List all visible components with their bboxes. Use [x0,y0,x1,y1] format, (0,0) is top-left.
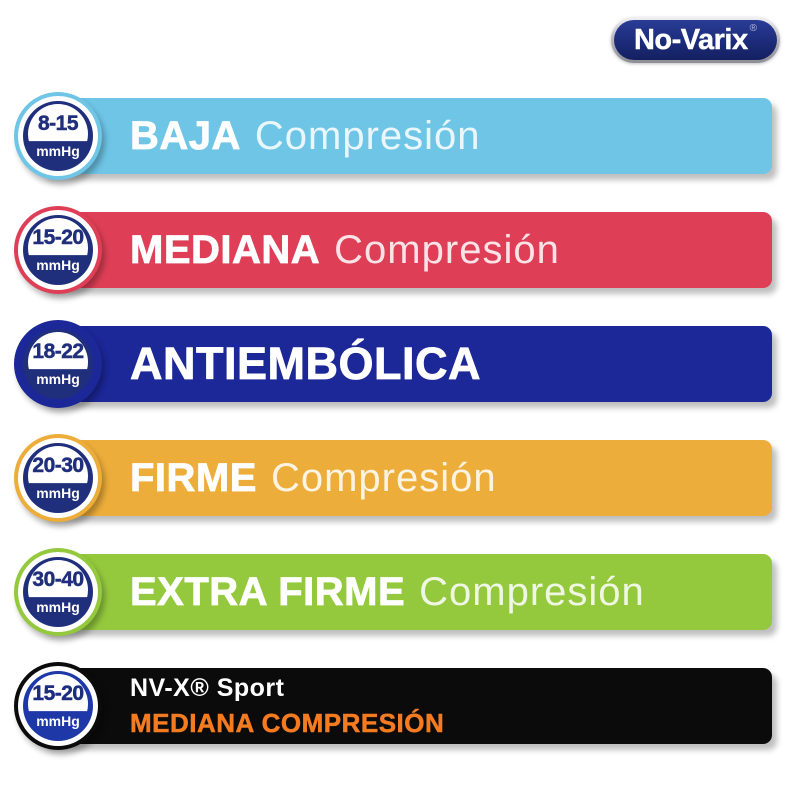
pressure-badge: 30-40 mmHg [14,548,102,636]
level-suffix: Compresión [419,569,645,614]
product-name: NV-X® Sport [130,673,285,702]
row-firme: FIRME Compresión 20-30 mmHg [0,434,772,522]
band-extra-firme: EXTRA FIRME Compresión [40,554,772,630]
row-nvx-sport: NV-X® Sport MEDIANA COMPRESIÓN 15-20 mmH… [0,662,772,750]
pressure-badge: 15-20 mmHg [14,206,102,294]
row-mediana: MEDIANA Compresión 15-20 mmHg [0,206,772,294]
pressure-unit: mmHg [36,143,80,159]
logo-text: No-Varix [633,23,749,56]
pressure-badge: 20-30 mmHg [14,434,102,522]
pressure-range: 8-15 [37,111,79,135]
band-firme: FIRME Compresión [40,440,772,516]
logo-pill: No-Varix ® [613,20,777,60]
pressure-badge: 15-20 mmHg [14,662,102,750]
band-antiembolica: ANTIEMBÓLICA [40,326,772,402]
row-antiembolica: ANTIEMBÓLICA 18-22 mmHg [0,320,772,408]
level-suffix: Compresión [270,455,497,500]
pressure-range: 20-30 [32,453,84,477]
level-suffix: Compresión [254,113,481,158]
pressure-unit: mmHg [36,599,80,615]
registered-mark: ® [749,23,757,34]
level-name: ANTIEMBÓLICA [130,338,481,390]
band-baja: BAJA Compresión [40,98,772,174]
pressure-unit: mmHg [36,713,80,729]
pressure-unit: mmHg [36,371,80,387]
product-compression-level: MEDIANA COMPRESIÓN [130,707,445,738]
pressure-unit: mmHg [36,485,80,501]
level-name: MEDIANA [130,227,321,272]
pressure-range: 18-22 [32,339,84,363]
pressure-range: 15-20 [32,225,84,249]
level-name: BAJA [130,113,241,158]
band-nvx-sport: NV-X® Sport MEDIANA COMPRESIÓN [40,668,772,744]
level-suffix: Compresión [334,227,560,272]
level-name: EXTRA FIRME [130,569,406,614]
pressure-badge: 8-15 mmHg [14,92,102,180]
row-extra-firme: EXTRA FIRME Compresión 30-40 mmHg [0,548,772,636]
pressure-unit: mmHg [36,257,80,273]
pressure-range: 30-40 [32,567,84,591]
band-mediana: MEDIANA Compresión [40,212,772,288]
pressure-range: 15-20 [32,681,84,705]
pressure-badge: 18-22 mmHg [14,320,102,408]
no-varix-logo: No-Varix ® [610,17,780,63]
row-baja: BAJA Compresión 8-15 mmHg [0,92,772,180]
level-name: FIRME [130,455,257,500]
